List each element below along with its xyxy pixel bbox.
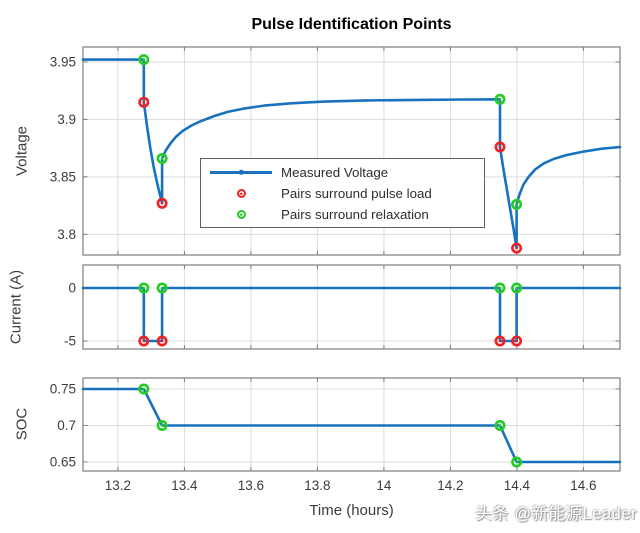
- current-axis-label: Current (A): [7, 269, 25, 345]
- pulse-load-marker: [138, 96, 150, 108]
- relaxation-marker: [138, 54, 150, 66]
- y-tick-label: 3.8: [57, 227, 76, 242]
- y-tick-label: 0: [68, 281, 76, 296]
- current-plot-frame: [82, 264, 621, 350]
- legend-label: Pairs surround pulse load: [281, 186, 432, 201]
- legend-entry-measured-voltage: Measured Voltage: [201, 162, 484, 183]
- soc-series-line: [81, 387, 622, 464]
- relaxation-marker: [511, 282, 523, 294]
- legend-label: Pairs surround relaxation: [281, 207, 429, 222]
- y-tick-label: 0.75: [50, 381, 76, 396]
- relaxation-marker-dot: [498, 424, 502, 427]
- pulse-load-marker-dot: [498, 145, 502, 149]
- relaxation-marker-dot: [142, 58, 146, 61]
- relaxation-marker-dot: [498, 98, 502, 101]
- relaxation-marker: [156, 153, 168, 165]
- soc-axis-label: SOC: [13, 407, 31, 441]
- legend: Measured Voltage Pairs surround pulse lo…: [200, 158, 485, 228]
- pulse-load-marker-dot: [515, 246, 518, 250]
- voltage-plot-frame: [82, 46, 621, 256]
- pulse-load-marker: [156, 335, 168, 347]
- x-tick-label: 14.4: [504, 478, 531, 493]
- chart-title: Pulse Identification Points: [251, 16, 452, 33]
- relaxation-marker-dot: [142, 387, 146, 391]
- relaxation-marker: [494, 93, 506, 105]
- x-tick-label: 13.6: [238, 478, 264, 493]
- relaxation-marker: [511, 198, 523, 210]
- measured-voltage-line-icon: [201, 170, 281, 175]
- time-axis-label: Time (hours): [309, 502, 394, 519]
- y-tick-label: 0.7: [57, 418, 76, 433]
- pulse-load-marker: [138, 335, 150, 347]
- pulse-load-marker: [156, 197, 168, 209]
- soc-plot-frame: [82, 377, 621, 472]
- pulse-load-marker-dot: [498, 339, 502, 343]
- pulse-load-marker: [511, 242, 523, 254]
- y-tick-label: 3.9: [57, 112, 76, 127]
- legend-label: Measured Voltage: [281, 165, 389, 180]
- pulse-load-marker: [494, 141, 506, 153]
- current-series-line: [81, 286, 622, 343]
- relaxation-marker: [494, 282, 506, 294]
- y-tick-label: -5: [64, 334, 76, 349]
- relaxation-marker-dot: [160, 157, 164, 160]
- x-tick-label: 13.4: [171, 478, 198, 493]
- relaxation-marker-dot: [515, 460, 518, 464]
- relaxation-marker-icon: [201, 210, 281, 219]
- pulse-load-marker-dot: [160, 202, 164, 205]
- voltage-axis-label: Voltage: [13, 125, 31, 177]
- y-tick-label: 3.95: [50, 54, 76, 69]
- x-tick-label: 14.6: [570, 478, 596, 493]
- relaxation-marker-dot: [160, 286, 164, 290]
- watermark: 头条 @新能源Leader: [475, 505, 637, 523]
- relaxation-marker-dot: [515, 203, 518, 206]
- relaxation-marker: [494, 419, 506, 431]
- relaxation-marker: [138, 383, 150, 395]
- relaxation-marker: [156, 282, 168, 294]
- relaxation-marker: [156, 419, 168, 431]
- pulse-load-marker-icon: [201, 189, 281, 198]
- relaxation-marker: [138, 282, 150, 294]
- x-tick-label: 14.2: [437, 478, 463, 493]
- legend-entry-pulse-load: Pairs surround pulse load: [201, 183, 484, 204]
- legend-entry-relaxation: Pairs surround relaxation: [201, 204, 484, 225]
- pulse-load-marker-dot: [142, 100, 146, 104]
- pulse-load-marker-dot: [160, 339, 164, 343]
- pulse-load-marker-dot: [515, 339, 518, 343]
- relaxation-marker-dot: [515, 286, 518, 290]
- relaxation-marker-dot: [498, 286, 502, 290]
- x-tick-label: 13.2: [105, 478, 131, 493]
- pulse-load-marker: [494, 335, 506, 347]
- relaxation-marker-dot: [142, 286, 146, 290]
- relaxation-marker: [511, 456, 523, 468]
- y-tick-label: 0.65: [50, 455, 76, 470]
- y-tick-label: 3.85: [50, 169, 76, 184]
- pulse-load-marker-dot: [142, 339, 146, 343]
- x-tick-label: 14: [376, 478, 392, 493]
- pulse-load-marker: [511, 335, 523, 347]
- x-tick-label: 13.8: [304, 478, 330, 493]
- voltage-series-line: [81, 58, 622, 250]
- relaxation-marker-dot: [160, 424, 164, 427]
